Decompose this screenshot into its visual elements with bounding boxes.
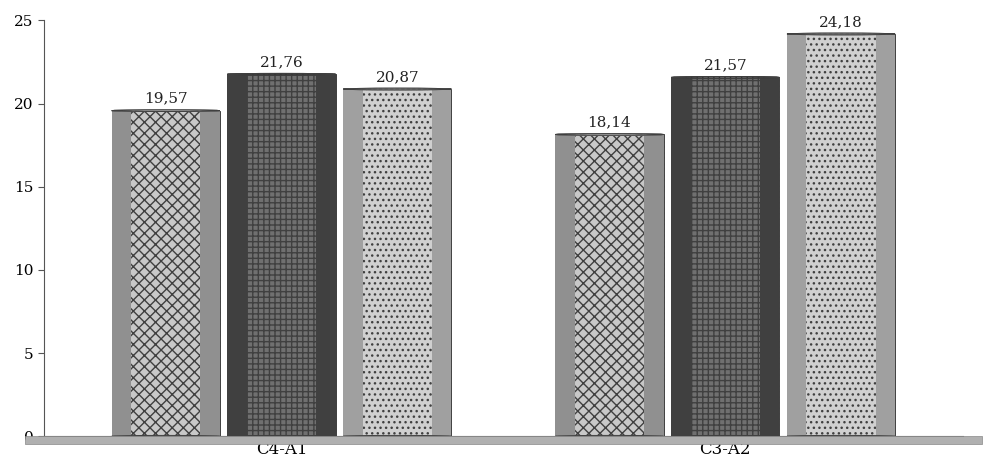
Bar bbox=[432, 89, 451, 436]
Ellipse shape bbox=[671, 76, 780, 78]
Bar bbox=[876, 34, 895, 436]
Text: 21,76: 21,76 bbox=[259, 55, 304, 69]
Ellipse shape bbox=[671, 435, 780, 437]
Bar bbox=[201, 110, 219, 436]
Bar bbox=[344, 89, 362, 436]
Ellipse shape bbox=[227, 73, 336, 75]
Bar bbox=[555, 135, 575, 436]
Text: 24,18: 24,18 bbox=[819, 15, 863, 29]
Bar bbox=[671, 77, 691, 436]
Bar bbox=[227, 74, 336, 436]
Ellipse shape bbox=[227, 435, 336, 437]
Ellipse shape bbox=[787, 33, 895, 35]
Bar bbox=[555, 135, 663, 436]
Text: 18,14: 18,14 bbox=[588, 116, 632, 129]
Ellipse shape bbox=[112, 435, 219, 437]
Text: 19,57: 19,57 bbox=[144, 92, 188, 106]
Text: 21,57: 21,57 bbox=[703, 59, 747, 72]
Bar bbox=[787, 34, 806, 436]
Ellipse shape bbox=[555, 134, 663, 135]
Bar bbox=[344, 89, 451, 436]
Bar bbox=[316, 74, 336, 436]
Bar bbox=[112, 110, 131, 436]
Bar bbox=[760, 77, 780, 436]
Bar bbox=[25, 436, 982, 444]
Text: 20,87: 20,87 bbox=[375, 70, 419, 84]
Bar bbox=[671, 77, 780, 436]
Ellipse shape bbox=[344, 88, 451, 90]
Ellipse shape bbox=[555, 435, 663, 437]
Ellipse shape bbox=[112, 110, 219, 111]
Bar bbox=[112, 110, 219, 436]
Bar bbox=[227, 74, 247, 436]
Ellipse shape bbox=[344, 435, 451, 437]
Ellipse shape bbox=[787, 435, 895, 437]
Bar bbox=[644, 135, 663, 436]
Bar bbox=[787, 34, 895, 436]
